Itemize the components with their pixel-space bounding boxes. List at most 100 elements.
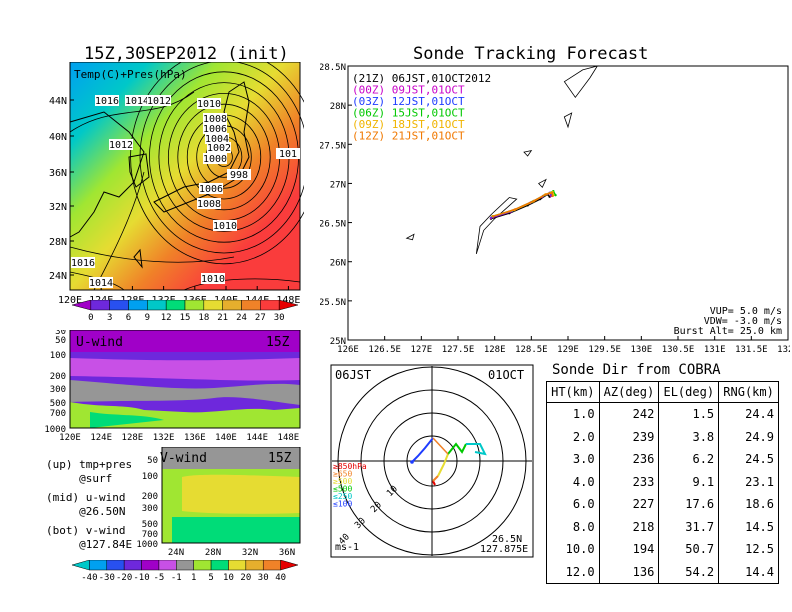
isobar-label: 1004 (205, 134, 229, 145)
isobar-label-bg (205, 133, 229, 144)
colorbar-label: 27 (255, 313, 266, 322)
isobar-label-bg (213, 220, 237, 231)
polar-legend-entry: ≤100 (333, 500, 352, 509)
track-point (544, 193, 548, 196)
isobar-label: 1014 (125, 96, 149, 107)
colorbar-cell (89, 560, 108, 571)
track-lat-tick: 25N (330, 337, 346, 347)
isobar-label: 1012 (109, 140, 133, 151)
table-cell: 1.5 (658, 402, 720, 426)
colorbar-cell (203, 300, 223, 311)
sonde-table-header: RNG(km) (718, 381, 779, 403)
track-legend-entry: (06Z) 15JST,01OCT (352, 107, 465, 120)
table-row: 8.0 218 31.7 14.5 (546, 515, 779, 538)
colorbar-label: 9 (145, 313, 150, 322)
isobar-label-bg (89, 277, 113, 288)
left-title: 15Z,30SEP2012 (init) (84, 44, 289, 64)
table-cell: 1.0 (546, 402, 600, 426)
track-lat-tick: 26.5N (320, 220, 346, 230)
uwind-lon-tick: 120E (59, 433, 81, 443)
track-lat-tick: 26N (330, 259, 346, 269)
polar-legend-entry: ≥650 (333, 470, 352, 479)
lon-tick-label: 148E (276, 295, 300, 306)
coastline-china (69, 111, 145, 238)
colorbar-cell (123, 560, 142, 571)
colorbar-cell (71, 560, 90, 571)
isobar-label-bg (197, 98, 221, 109)
colorbar-label: 40 (275, 573, 286, 582)
colorbar-label: 15 (180, 313, 191, 322)
polar-top-right: 01OCT (488, 368, 525, 382)
track-legend-entry: (09Z) 18JST,01OCT (352, 118, 465, 131)
island-amami (563, 65, 599, 98)
coastline (69, 81, 250, 269)
table-cell: 3.8 (658, 425, 720, 448)
coastline-japan (153, 81, 250, 213)
colorbar-cell (176, 560, 194, 571)
hodograph-segment (411, 437, 434, 463)
vwind-p-tick: 1000 (136, 540, 158, 550)
colorbar-label: 0 (88, 313, 93, 322)
isobar-label-bg (203, 123, 227, 134)
table-cell: 24.9 (718, 425, 779, 448)
track-burst: Burst Alt= 25.0 km (674, 326, 782, 337)
polar-legend-entry: ≤250 (333, 492, 352, 501)
isobar-label-bg (276, 148, 300, 159)
table-cell: 194 (598, 538, 660, 561)
colorbar-label: -10 (133, 573, 149, 582)
vwind-panel: 50 100 200 300 500 700 1000 24N 28N 32N 36N V-wind… (126, 446, 304, 559)
hodograph-segment (437, 453, 449, 477)
track-point (554, 193, 557, 197)
colorbar-cell (280, 560, 299, 571)
uwind-band (70, 358, 300, 381)
colorbar-cell (71, 300, 92, 311)
colorbar-cell (260, 300, 280, 311)
vwind-lat-tick: 36N (279, 548, 295, 558)
vwind-p-tick: 100 (142, 472, 158, 482)
table-cell: 2.0 (546, 425, 600, 448)
hodograph-segment (447, 442, 467, 455)
table-cell: 14.4 (718, 560, 779, 584)
uwind-lon-tick: 124E (90, 433, 112, 443)
colorbar-cell (128, 300, 148, 311)
sonde-table-header: EL(deg) (658, 381, 720, 403)
isobar-label: 1010 (197, 99, 221, 110)
isobar-label-bg (197, 198, 221, 209)
isobar-contour (69, 246, 235, 263)
isobar-label-bg (201, 273, 225, 284)
surface-map-label: Temp(C)+Pres(hPa) (74, 68, 187, 81)
table-cell: 50.7 (658, 538, 720, 561)
isobar-label-bg (71, 257, 95, 268)
islands (405, 65, 599, 255)
vwind-band (182, 474, 300, 514)
vwind-label: V-wind (160, 451, 207, 466)
vwind-band (172, 517, 300, 543)
track-point (551, 194, 554, 198)
sonde-table-header: AZ(deg) (598, 381, 660, 403)
uwind-frame (69, 329, 301, 429)
uwind-p-tick: 500 (50, 399, 66, 409)
track-lat-tick: 28N (330, 102, 346, 112)
table-cell: 54.2 (658, 560, 720, 584)
isobar-contour (177, 103, 271, 211)
lat-tick-label: 44N (49, 96, 67, 107)
lat-tick-label: 36N (49, 168, 67, 179)
colorbar-cell (90, 300, 110, 311)
uwind-lon-tick: 128E (122, 433, 144, 443)
vwind-p-tick: 500 (142, 520, 158, 530)
island-small (563, 112, 573, 129)
colorbar-label: 30 (258, 573, 269, 582)
lat-tick-label: 24N (49, 271, 67, 282)
table-cell: 24.4 (718, 402, 779, 426)
track-point (514, 208, 517, 211)
uwind-lon-tick: 144E (246, 433, 268, 443)
hodograph-segment (466, 443, 487, 456)
track-lat-tick: 28.5N (320, 63, 346, 73)
uwind-p-tick: 50 (55, 336, 66, 346)
lat-tick-label: 32N (49, 202, 67, 213)
table-cell: 227 (598, 493, 660, 516)
colorbar-label: 3 (107, 313, 112, 322)
